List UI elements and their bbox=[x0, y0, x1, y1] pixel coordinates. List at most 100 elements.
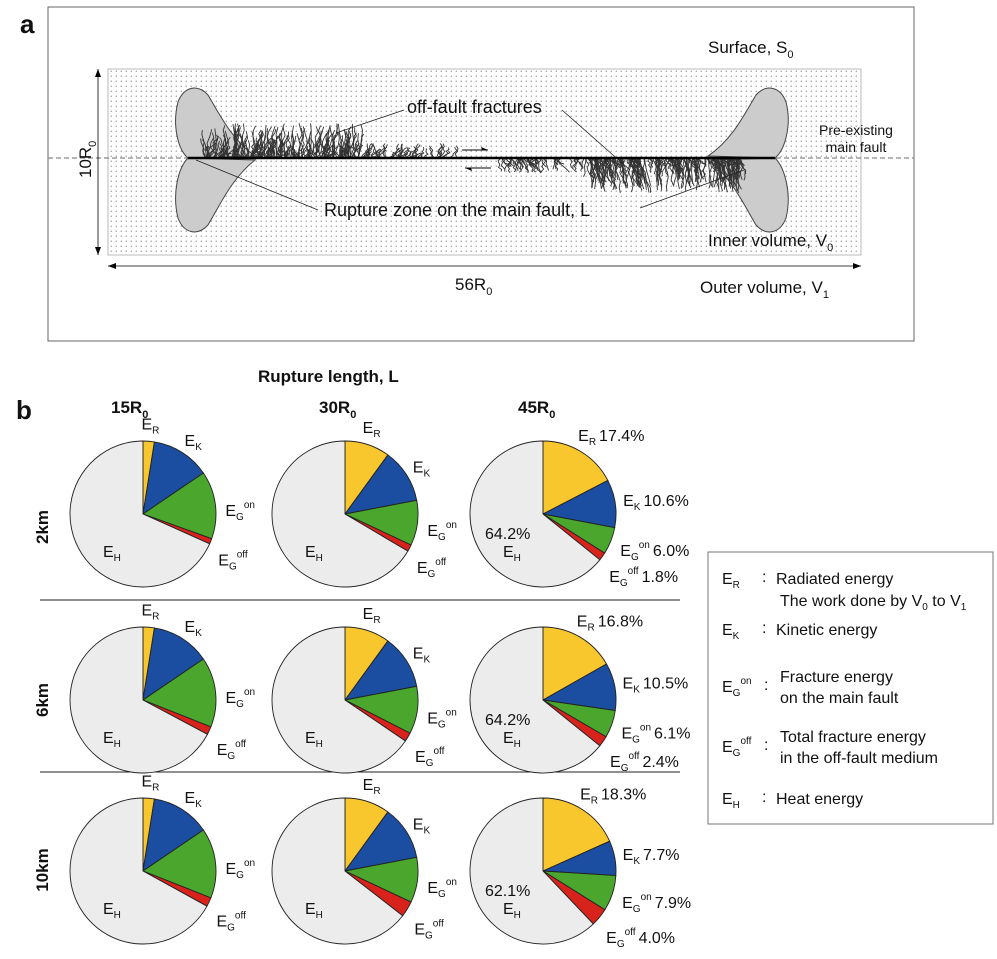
label-eh-percent: 64.2% bbox=[485, 526, 530, 543]
label-egon: EGon 6.1% bbox=[621, 723, 690, 746]
svg-text:Heat energy: Heat energy bbox=[776, 791, 863, 808]
pie-slice-egon bbox=[142, 829, 217, 899]
label-eh: EH bbox=[503, 730, 521, 750]
label-ek: EK 10.6% bbox=[623, 493, 689, 513]
label-ek: EK 10.5% bbox=[623, 675, 689, 695]
pie-2km-30R_0: ER EK EGon EGoff EH bbox=[271, 420, 457, 588]
svg-text:EH: EH bbox=[722, 791, 740, 811]
pie-slice-eh bbox=[271, 797, 404, 945]
label-er: ER 17.4% bbox=[578, 428, 644, 448]
pie-slice-eh bbox=[271, 440, 409, 588]
row-header-2km: 2km bbox=[33, 510, 52, 544]
label-eh: EH bbox=[103, 901, 121, 921]
label-egon: EGon 6.0% bbox=[620, 540, 689, 563]
label-egoff: EGoff bbox=[414, 918, 444, 941]
svg-text:EK: EK bbox=[722, 622, 740, 642]
svg-text:Kinetic energy: Kinetic energy bbox=[776, 622, 877, 639]
pie-slice-eh bbox=[69, 440, 211, 588]
pie-slice-er bbox=[542, 440, 609, 515]
row-header-10km: 10km bbox=[33, 848, 52, 891]
panel-a-frame bbox=[47, 6, 915, 342]
row-header-6km: 6km bbox=[33, 683, 52, 717]
label-ek: EK bbox=[413, 459, 431, 479]
svg-text:Radiated energy: Radiated energy bbox=[776, 571, 893, 588]
svg-text:Total fracture energy: Total fracture energy bbox=[780, 729, 926, 746]
label-egon: EGon 7.9% bbox=[622, 892, 691, 915]
col-header-30r0: 30R0 bbox=[319, 398, 356, 421]
height-dimension bbox=[95, 69, 101, 255]
label-egoff: EGoff 4.0% bbox=[606, 927, 675, 950]
label-egon: EGon bbox=[427, 707, 457, 730]
svg-text:in the off-fault medium: in the off-fault medium bbox=[780, 750, 938, 767]
label-er: ER bbox=[142, 602, 160, 622]
label-egon: EGon bbox=[427, 520, 457, 543]
legend-box bbox=[707, 551, 994, 825]
legend-item-egoff: EGoff : Total fracture energy in the off… bbox=[722, 729, 938, 767]
pie-slice-eh bbox=[69, 626, 209, 774]
label-eh: EH bbox=[503, 901, 521, 921]
label-egon: EGon bbox=[427, 877, 457, 900]
right-process-zone-top bbox=[706, 87, 789, 159]
svg-text::: : bbox=[764, 677, 768, 694]
label-ek: EK 7.7% bbox=[623, 847, 680, 867]
label-egoff: EGoff bbox=[218, 550, 248, 573]
svg-text:ER: ER bbox=[722, 571, 740, 591]
panel-b-title: Rupture length, L bbox=[258, 367, 399, 386]
label-er: ER bbox=[142, 773, 160, 793]
svg-text:EGoff: EGoff bbox=[722, 736, 752, 759]
col-header-15r0: 15R0 bbox=[111, 398, 148, 421]
label-egoff: EGoff bbox=[216, 911, 246, 934]
label-er: ER 18.3% bbox=[580, 786, 646, 806]
label-egon: EGon bbox=[225, 500, 255, 523]
pie-6km-15R_0: ER EK EGon EGoff EH bbox=[69, 602, 256, 774]
label-er: ER bbox=[363, 777, 381, 797]
label-egon: EGon bbox=[226, 858, 256, 881]
legend-item-eh: EH : Heat energy bbox=[722, 789, 863, 811]
label-ek: EK bbox=[185, 619, 203, 639]
label-egoff: EGoff bbox=[417, 557, 447, 580]
label-eh: EH bbox=[305, 544, 323, 564]
legend-item-ek: EK : Kinetic energy bbox=[722, 620, 877, 642]
svg-text:Fracture energy: Fracture energy bbox=[780, 669, 893, 686]
svg-text::: : bbox=[762, 569, 766, 586]
label-egoff: EGoff bbox=[415, 746, 445, 769]
pie-slice-eh bbox=[469, 626, 601, 774]
surface-label: Surface, S0 bbox=[708, 38, 794, 61]
pie-charts: ER EK EGon EGoff EH ER EK EGon EGoff EH ER 17.4% EK 1… bbox=[69, 416, 691, 950]
preexisting-fault-label: Pre-existing bbox=[819, 122, 893, 138]
label-ek: EK bbox=[413, 816, 431, 836]
label-eh-percent: 62.1% bbox=[485, 883, 530, 900]
pie-2km-15R_0: ER EK EGon EGoff EH bbox=[69, 416, 255, 588]
pie-slice-er bbox=[542, 797, 611, 872]
label-eh-percent: 64.2% bbox=[485, 712, 530, 729]
panel-a-label: a bbox=[20, 9, 35, 39]
off-fault-fractures bbox=[200, 123, 747, 193]
pie-10km-15R_0: ER EK EGon EGoff EH bbox=[69, 773, 256, 945]
pie-slice-egon bbox=[142, 472, 217, 540]
pie-slice-eh bbox=[469, 797, 594, 945]
rupture-zone-label: Rupture zone on the main fault, L bbox=[324, 200, 590, 220]
label-egoff: EGoff 2.4% bbox=[610, 751, 679, 774]
label-er: ER bbox=[363, 420, 381, 440]
label-er: ER 16.8% bbox=[577, 613, 643, 633]
label-egon: EGon bbox=[226, 687, 256, 710]
svg-text::: : bbox=[762, 620, 766, 637]
pie-slice-eh bbox=[469, 440, 601, 588]
label-ek: EK bbox=[413, 645, 431, 665]
label-er: ER bbox=[363, 606, 381, 626]
svg-text:The work done by V0 to V1: The work done by V0 to V1 bbox=[780, 593, 967, 613]
preexisting-fault-label-2: main fault bbox=[826, 139, 887, 155]
label-ek: EK bbox=[185, 790, 203, 810]
pie-slice-ek bbox=[142, 441, 205, 515]
pie-slice-er bbox=[542, 626, 608, 701]
pie-10km-30R_0: ER EK EGon EGoff EH bbox=[271, 777, 457, 945]
offfault-label: off-fault fractures bbox=[407, 97, 542, 117]
label-eh: EH bbox=[305, 901, 323, 921]
pie-6km-30R_0: ER EK EGon EGoff EH bbox=[271, 606, 457, 774]
pie-slice-eh bbox=[69, 797, 208, 945]
pie-slice-egon bbox=[142, 658, 217, 728]
label-eh: EH bbox=[103, 544, 121, 564]
